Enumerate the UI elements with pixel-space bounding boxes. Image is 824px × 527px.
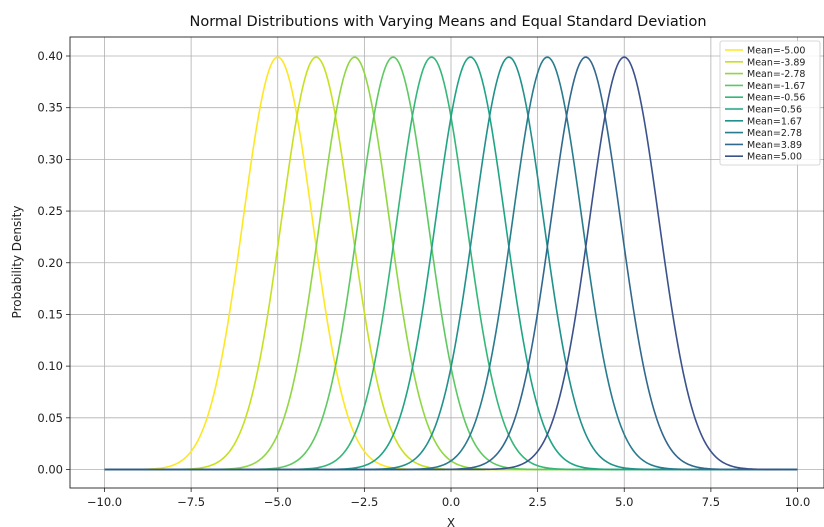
y-axis-label: Probability Density [10,206,24,319]
legend-entry: Mean=2.78 [747,128,802,139]
x-tick-label: 7.5 [702,495,720,509]
x-tick-label: −2.5 [350,495,378,509]
y-tick-label: 0.20 [37,256,63,270]
legend-entry: Mean=-0.56 [747,93,805,104]
legend-entry: Mean=-1.67 [747,81,805,92]
x-tick-label: −7.5 [177,495,205,509]
chart-title: Normal Distributions with Varying Means … [189,14,706,30]
x-tick-label: −10.0 [87,495,122,509]
y-tick-label: 0.00 [37,463,63,477]
y-tick-label: 0.40 [37,49,63,63]
x-tick-label: 2.5 [528,495,546,509]
y-tick-label: 0.10 [37,359,63,373]
legend-entry: Mean=1.67 [747,116,802,127]
x-axis-label: X [447,516,455,527]
legend-entry: Mean=-2.78 [747,69,805,80]
x-tick-label: 10.0 [785,495,811,509]
x-tick-label: −5.0 [264,495,292,509]
plot-lines [104,56,798,471]
legend-entry: Mean=3.89 [747,140,802,151]
y-tick-label: 0.30 [37,152,63,166]
x-tick-label: 5.0 [615,495,633,509]
legend-entry: Mean=-5.00 [747,46,805,57]
legend-entry: Mean=0.56 [747,105,802,116]
legend-entry: Mean=5.00 [747,152,802,163]
grid [70,37,824,488]
x-tick-label: 0.0 [442,495,460,509]
legend-box [719,40,821,166]
y-tick-label: 0.35 [37,101,63,115]
y-tick-label: 0.05 [37,411,63,425]
y-tick-label: 0.15 [37,307,63,321]
y-tick-label: 0.25 [37,204,63,218]
legend-entry: Mean=-3.89 [747,57,805,68]
legend: Mean=-5.00Mean=-3.89Mean=-2.78Mean=-1.67… [719,40,821,166]
axis-ticks: −10.0 −7.5 −5.0 −2.5 0.0 2.5 5.0 7.5 10.0 0.00 0.0… [37,49,810,509]
series-line [104,56,798,471]
